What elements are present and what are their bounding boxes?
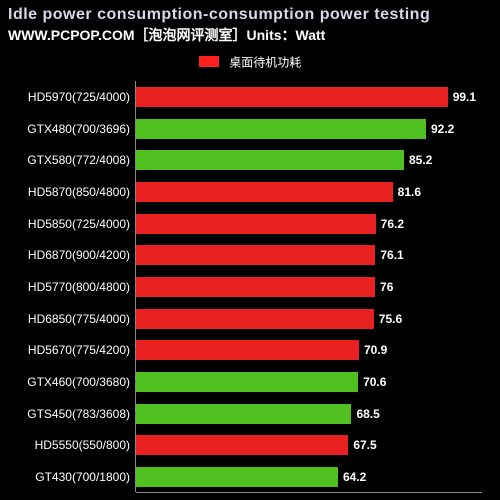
bar-row: GTX480(700/3696)92.2 bbox=[136, 113, 482, 145]
bar: 81.6 bbox=[136, 182, 393, 202]
bar-label: HD5770(800/4800) bbox=[10, 280, 136, 294]
bar-value: 75.6 bbox=[379, 312, 402, 326]
bar-value: 99.1 bbox=[453, 90, 476, 104]
bar: 75.6 bbox=[136, 309, 374, 329]
bar-value: 76.1 bbox=[380, 248, 403, 262]
bar: 92.2 bbox=[136, 119, 426, 139]
bar-value: 68.5 bbox=[356, 407, 379, 421]
bar: 76 bbox=[136, 277, 375, 297]
bar-label: GTX460(700/3680) bbox=[10, 375, 136, 389]
bar-row: GTX460(700/3680)70.6 bbox=[136, 366, 482, 398]
bar-value: 67.5 bbox=[353, 438, 376, 452]
plot-area: HD5970(725/4000)99.1GTX480(700/3696)92.2… bbox=[136, 81, 482, 493]
chart-legend: 桌面待机功耗 bbox=[8, 53, 492, 71]
bars-group: HD5970(725/4000)99.1GTX480(700/3696)92.2… bbox=[136, 81, 482, 492]
bar-label: GTX580(772/4008) bbox=[10, 153, 136, 167]
bar-row: HD5850(725/4000)76.2 bbox=[136, 208, 482, 240]
chart-subtitle: WWW.PCPOP.COM［泡泡网评测室］Units：Watt bbox=[8, 25, 492, 45]
bar-value: 85.2 bbox=[409, 153, 432, 167]
bar: 76.2 bbox=[136, 214, 376, 234]
bar: 76.1 bbox=[136, 245, 375, 265]
bar: 70.9 bbox=[136, 340, 359, 360]
bar-value: 92.2 bbox=[431, 122, 454, 136]
bar-label: GTX480(700/3696) bbox=[10, 122, 136, 136]
chart-title: Idle power consumption-consumption power… bbox=[8, 6, 492, 24]
bar-row: GT430(700/1800)64.2 bbox=[136, 461, 482, 493]
bar-label: HD5870(850/4800) bbox=[10, 185, 136, 199]
bar: 70.6 bbox=[136, 372, 358, 392]
bar-label: HD6870(900/4200) bbox=[10, 248, 136, 262]
bar: 64.2 bbox=[136, 467, 338, 487]
bar-row: HD5670(775/4200)70.9 bbox=[136, 335, 482, 367]
bar-label: HD5970(725/4000) bbox=[10, 90, 136, 104]
bar-row: HD5550(550/800)67.5 bbox=[136, 430, 482, 462]
bar-label: HD5670(775/4200) bbox=[10, 343, 136, 357]
bar-label: GT430(700/1800) bbox=[10, 470, 136, 484]
bar-value: 81.6 bbox=[398, 185, 421, 199]
bar-row: HD5970(725/4000)99.1 bbox=[136, 81, 482, 113]
bar-row: HD5870(850/4800)81.6 bbox=[136, 176, 482, 208]
legend-swatch bbox=[199, 56, 219, 67]
bar-label: HD5550(550/800) bbox=[10, 438, 136, 452]
bar: 85.2 bbox=[136, 150, 404, 170]
bar-row: HD6870(900/4200)76.1 bbox=[136, 239, 482, 271]
bar-row: HD6850(775/4000)75.6 bbox=[136, 303, 482, 335]
bar-label: GTS450(783/3608) bbox=[10, 407, 136, 421]
bar: 68.5 bbox=[136, 404, 351, 424]
bar: 67.5 bbox=[136, 435, 348, 455]
bar-value: 64.2 bbox=[343, 470, 366, 484]
bar: 99.1 bbox=[136, 87, 448, 107]
bar-row: HD5770(800/4800)76 bbox=[136, 271, 482, 303]
chart-container: Idle power consumption-consumption power… bbox=[0, 0, 500, 500]
bar-label: HD6850(775/4000) bbox=[10, 312, 136, 326]
bar-value: 76 bbox=[380, 280, 393, 294]
bar-row: GTS450(783/3608)68.5 bbox=[136, 398, 482, 430]
bar-value: 76.2 bbox=[381, 217, 404, 231]
bar-label: HD5850(725/4000) bbox=[10, 217, 136, 231]
bar-value: 70.6 bbox=[363, 375, 386, 389]
bar-row: GTX580(772/4008)85.2 bbox=[136, 144, 482, 176]
bar-value: 70.9 bbox=[364, 343, 387, 357]
legend-label: 桌面待机功耗 bbox=[229, 55, 301, 69]
